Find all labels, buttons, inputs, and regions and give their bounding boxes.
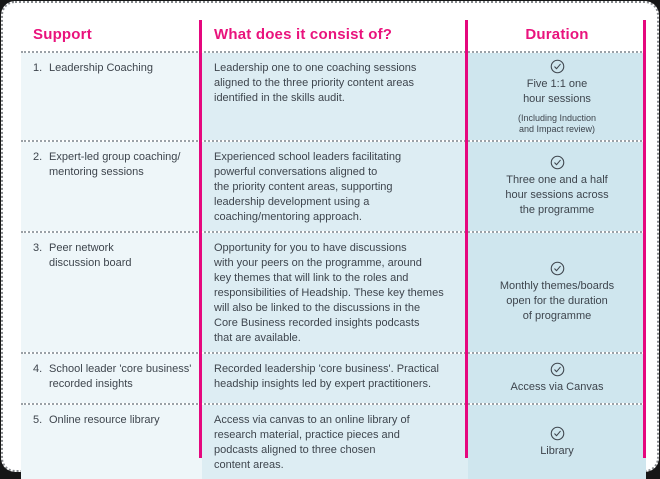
column-divider	[199, 20, 202, 458]
check-circle-icon	[550, 155, 565, 170]
description-cell: Leadership one to one coaching sessions …	[202, 53, 468, 140]
column-divider	[643, 20, 646, 458]
support-label: Online resource library	[49, 414, 160, 426]
row-number: 2.	[33, 151, 43, 163]
header-duration: Duration	[525, 26, 589, 43]
check-circle-icon	[550, 426, 565, 441]
support-label: School leader 'core business' recorded i…	[49, 363, 192, 390]
table-body: 1. Leadership Coaching Leadership one to…	[21, 51, 646, 479]
check-circle-icon	[550, 59, 565, 74]
duration-cell: Three one and a half hour sessions acros…	[468, 142, 646, 231]
support-label: Leadership Coaching	[49, 62, 153, 74]
row-number: 3.	[33, 242, 43, 254]
support-label: Expert-led group coaching/ mentoring ses…	[49, 151, 181, 178]
header-consist: What does it consist of?	[214, 26, 393, 43]
duration-text: Three one and a half hour sessions acros…	[505, 174, 609, 216]
column-divider	[465, 20, 468, 458]
row-number: 5.	[33, 414, 43, 426]
support-label: Peer network discussion board	[49, 242, 132, 269]
description-cell: Recorded leadership 'core business'. Pra…	[202, 354, 468, 403]
row-number: 4.	[33, 363, 43, 375]
support-cell: 2. Expert-led group coaching/ mentoring …	[21, 142, 202, 231]
duration-note: (Including Induction and Impact review)	[517, 112, 597, 134]
row-number: 1.	[33, 62, 43, 74]
table-row: 3. Peer network discussion board Opportu…	[21, 231, 646, 352]
duration-cell: Monthly themes/boards open for the durat…	[468, 233, 646, 352]
table-row: 1. Leadership Coaching Leadership one to…	[21, 51, 646, 140]
support-cell: 5. Online resource library	[21, 405, 202, 479]
support-cell: 1. Leadership Coaching	[21, 53, 202, 140]
duration-text: Access via Canvas	[510, 381, 604, 393]
check-circle-icon	[550, 362, 565, 377]
duration-text: Five 1:1 one hour sessions	[523, 77, 591, 105]
duration-cell: Library	[468, 405, 646, 479]
table-row: 5. Online resource library Access via ca…	[21, 403, 646, 479]
duration-cell: Five 1:1 one hour sessions (Including In…	[468, 53, 646, 140]
support-cell: 3. Peer network discussion board	[21, 233, 202, 352]
support-table: Support What does it consist of? Duratio…	[21, 18, 646, 479]
description-cell: Access via canvas to an online library o…	[202, 405, 468, 479]
table-header-row: Support What does it consist of? Duratio…	[21, 18, 646, 51]
duration-text: Monthly themes/boards open for the durat…	[499, 280, 615, 322]
description-cell: Experienced school leaders facilitating …	[202, 142, 468, 231]
support-cell: 4. School leader 'core business' recorde…	[21, 354, 202, 403]
table-row: 4. School leader 'core business' recorde…	[21, 352, 646, 403]
check-circle-icon	[550, 261, 565, 276]
header-support: Support	[33, 26, 92, 43]
duration-cell: Access via Canvas	[468, 354, 646, 403]
table-row: 2. Expert-led group coaching/ mentoring …	[21, 140, 646, 231]
description-cell: Opportunity for you to have discussions …	[202, 233, 468, 352]
duration-text: Library	[540, 444, 574, 457]
